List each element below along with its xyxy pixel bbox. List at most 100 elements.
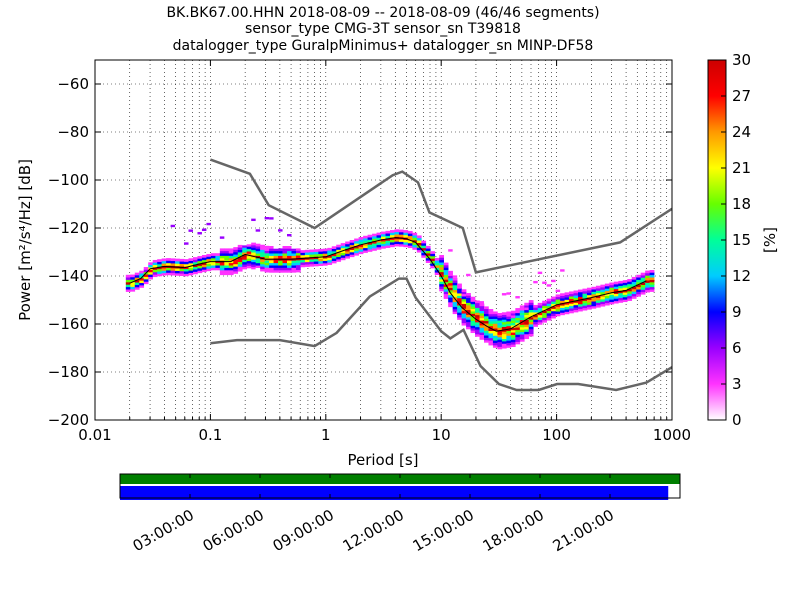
timeline-tick-label: 21:00:00 xyxy=(550,506,617,555)
density-cell xyxy=(470,330,476,334)
density-cell xyxy=(233,263,239,267)
density-cell xyxy=(483,337,489,341)
density-cell xyxy=(376,235,382,238)
density-cell xyxy=(309,251,315,255)
density-cell xyxy=(327,259,333,263)
density-cell xyxy=(461,289,467,292)
density-cell xyxy=(304,261,310,265)
density-cell xyxy=(560,310,565,313)
data-coverage-timeline: 03:00:00 06:00:00 09:00:00 12:00:00 15:00:00… xyxy=(119,473,681,555)
density-cell xyxy=(475,334,480,337)
density-cell xyxy=(143,274,149,277)
density-cell xyxy=(349,252,355,255)
density-cell xyxy=(175,258,180,262)
density-cell xyxy=(139,275,145,279)
density-cell xyxy=(466,293,471,296)
density-cell xyxy=(492,345,498,348)
density-cell xyxy=(515,332,521,335)
density-cell-outlier xyxy=(452,275,458,278)
density-cell xyxy=(627,281,633,285)
density-cell xyxy=(233,266,239,270)
density-cell xyxy=(542,305,547,309)
density-cell xyxy=(479,310,485,314)
density-cell xyxy=(515,334,521,338)
density-cell xyxy=(358,241,364,245)
density-cell xyxy=(287,248,292,252)
density-cell xyxy=(506,321,512,324)
density-cell xyxy=(251,245,256,248)
density-cell xyxy=(510,327,516,331)
density-cell xyxy=(407,240,413,244)
density-cell xyxy=(533,316,539,320)
colorbar-tick-label: 9 xyxy=(732,303,742,321)
density-cell xyxy=(416,249,422,253)
density-cell xyxy=(282,260,288,264)
density-cell xyxy=(631,276,637,280)
density-cell-outlier xyxy=(264,217,270,220)
density-cell xyxy=(564,304,570,308)
density-cell xyxy=(622,280,628,283)
density-cell xyxy=(582,307,588,311)
density-cell xyxy=(564,301,570,305)
density-cell xyxy=(542,310,547,314)
density-cell xyxy=(591,286,597,290)
density-cell xyxy=(524,329,530,332)
density-cell xyxy=(246,260,252,264)
density-cell xyxy=(304,252,310,255)
density-cell xyxy=(448,297,453,300)
density-cell xyxy=(251,261,256,265)
density-cell xyxy=(152,262,158,266)
density-cell xyxy=(367,246,373,250)
density-cell xyxy=(537,307,543,311)
density-cell xyxy=(130,274,136,278)
density-cell-outlier xyxy=(546,284,552,287)
density-cell xyxy=(551,310,556,314)
density-cell xyxy=(586,304,592,308)
density-cell xyxy=(492,321,498,324)
density-cell xyxy=(461,315,467,319)
density-cell xyxy=(291,269,297,273)
density-cell xyxy=(645,282,650,286)
density-cell xyxy=(452,277,458,281)
density-cell xyxy=(466,300,471,303)
density-cell-outlier xyxy=(555,289,561,293)
density-cell xyxy=(318,248,324,252)
density-cell xyxy=(416,235,422,239)
density-cell xyxy=(282,246,288,249)
density-cell xyxy=(179,261,185,264)
density-cell xyxy=(295,248,301,251)
density-cell xyxy=(492,325,498,329)
density-cell xyxy=(255,253,261,256)
density-cell xyxy=(327,257,333,261)
density-cell xyxy=(246,246,252,250)
density-cell xyxy=(389,239,395,243)
density-cell xyxy=(322,248,328,252)
density-cell xyxy=(524,314,530,318)
density-cell xyxy=(260,249,265,253)
density-cell xyxy=(555,306,561,310)
density-cell xyxy=(439,259,445,263)
density-cell xyxy=(501,329,507,332)
density-cell xyxy=(501,338,507,342)
density-cell xyxy=(224,253,230,256)
density-cell xyxy=(578,294,583,298)
density-cell xyxy=(582,300,588,304)
density-cell xyxy=(295,264,301,268)
density-cell xyxy=(295,252,301,256)
y-tick-label: −160 xyxy=(48,315,89,333)
timeline-row-0 xyxy=(120,474,680,484)
density-cell xyxy=(197,258,203,262)
density-cell xyxy=(192,269,198,272)
density-cell xyxy=(595,295,601,299)
density-cell xyxy=(363,245,368,249)
density-cell xyxy=(291,267,297,271)
density-cell xyxy=(515,341,521,345)
density-cell xyxy=(403,234,409,238)
density-cell xyxy=(501,312,507,315)
density-cell xyxy=(219,265,225,268)
density-cell xyxy=(560,312,565,316)
density-cell xyxy=(492,328,498,331)
density-cell xyxy=(537,302,543,306)
density-cell xyxy=(479,329,485,333)
density-cell xyxy=(264,253,270,256)
